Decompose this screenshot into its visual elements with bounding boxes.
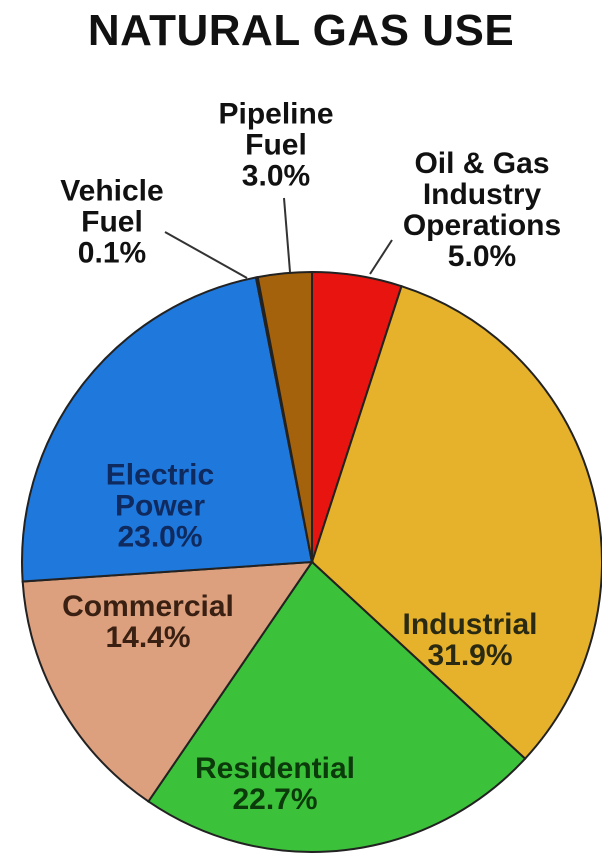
slice-label: Pipeline Fuel 3.0% [211,99,341,192]
category-label: Vehicle Fuel [60,174,164,239]
slice-label: Commercial 14.4% [18,591,278,653]
value-label: 3.0% [241,159,311,193]
slice-label: Oil & Gas Industry Operations 5.0% [372,148,592,272]
slice-label: Industrial 31.9% [360,609,580,671]
value-label: 14.4% [105,621,191,654]
category-label: Oil & Gas Industry Operations [402,147,562,242]
value-label: 23.0% [117,520,203,554]
pie-slice [146,560,527,853]
slice-label: Vehicle Fuel 0.1% [47,176,177,269]
category-label: Commercial [62,590,234,623]
category-label: Electric Power [105,458,215,523]
leader-line [369,239,393,275]
slice-label: Electric Power 23.0% [60,460,260,553]
value-label: 5.0% [447,240,517,273]
pie-slice [21,276,314,583]
chart-title: NATURAL GAS USE [87,6,515,55]
category-label: Industrial [402,608,538,641]
value-label: 0.1% [77,236,147,270]
category-label: Residential [194,752,356,785]
category-label: Pipeline Fuel [218,97,334,162]
leader-line [164,231,248,279]
slice-label: Residential 22.7% [145,753,405,815]
pie-slice [256,270,313,563]
pie-slice [310,284,602,761]
leader-lines [164,197,393,279]
leader-line [283,197,291,273]
pie-slice [21,560,314,803]
value-label: 22.7% [232,783,318,816]
value-label: 31.9% [427,639,513,672]
